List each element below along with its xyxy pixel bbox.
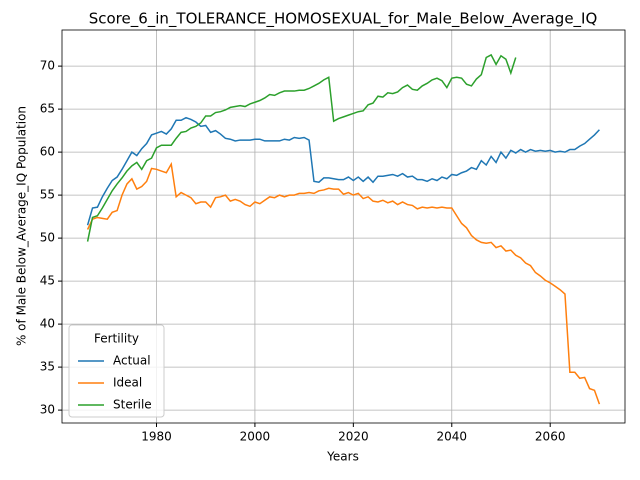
y-tick-label: 45	[40, 274, 55, 288]
y-tick-label: 35	[40, 360, 55, 374]
legend-label: Ideal	[113, 376, 142, 390]
y-tick-label: 65	[40, 102, 55, 116]
y-tick-label: 40	[40, 317, 55, 331]
legend-title: Fertility	[94, 332, 139, 346]
y-tick-label: 55	[40, 188, 55, 202]
y-tick-label: 50	[40, 231, 55, 245]
x-axis-label: Years	[326, 450, 359, 464]
line-series	[86, 161, 601, 405]
legend-box	[68, 324, 165, 418]
legend-label: Actual	[113, 354, 151, 368]
y-tick-label: 30	[40, 403, 55, 417]
plot-frame	[61, 29, 626, 424]
x-tick-label: 2020	[338, 430, 369, 444]
x-tick-label: 2060	[535, 430, 566, 444]
y-tick-label: 60	[40, 145, 55, 159]
line-series	[86, 53, 517, 242]
y-axis-label: % of Male Below_Average_IQ Population	[15, 106, 29, 346]
line-series	[86, 116, 600, 226]
x-tick-label: 1980	[141, 430, 172, 444]
legend-label: Sterile	[113, 398, 152, 412]
y-tick-label: 70	[40, 59, 55, 73]
x-tick-label: 2040	[436, 430, 467, 444]
x-tick-label: 2000	[240, 430, 271, 444]
chart-title: Score_6_in_TOLERANCE_HOMOSEXUAL_for_Male…	[89, 10, 598, 29]
